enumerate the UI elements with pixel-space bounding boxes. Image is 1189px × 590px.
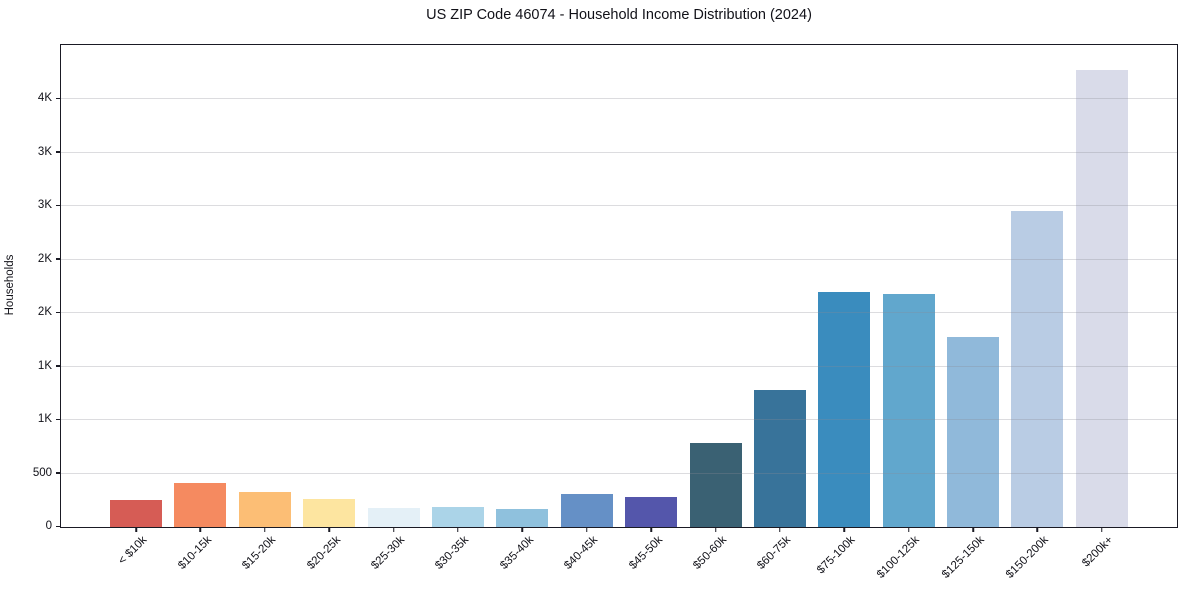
y-tick-label: 3K (37, 199, 52, 212)
x-tick-label: $10-15k (176, 534, 214, 572)
y-tick-mark (56, 204, 61, 207)
x-tick-label: $75-100k (815, 534, 858, 577)
y-tick-label: 2K (37, 252, 52, 265)
bar-group: $150-200k (1004, 45, 1064, 581)
x-tick-mark (972, 527, 974, 532)
y-tick-label: 2K (37, 306, 52, 319)
x-tick-mark (650, 527, 652, 532)
y-tick-label: 500 (32, 466, 52, 479)
x-tick-label: $100-125k (875, 534, 923, 581)
x-tick-mark (907, 527, 910, 532)
bar (1011, 210, 1064, 527)
x-tick-mark (392, 527, 395, 532)
y-tick-mark (56, 258, 61, 260)
bar-group: $20-25k (303, 45, 356, 572)
bar-group: $50-60k (689, 45, 742, 572)
x-tick-label: $125-150k (939, 534, 987, 581)
bar-group: $15-20k (238, 45, 291, 572)
x-tick-mark (585, 527, 588, 532)
bar-group: $10-15k (174, 45, 227, 572)
x-tick-label: < $10k (116, 534, 150, 568)
x-tick-label: $15-20k (240, 534, 279, 572)
bar (431, 507, 484, 527)
bar-group: $60-75k (753, 45, 806, 572)
x-tick-mark (779, 527, 781, 532)
bar-group: $125-150k (940, 45, 1000, 581)
x-tick-mark (1101, 527, 1103, 532)
x-tick-label: $45-50k (626, 534, 665, 572)
bar (625, 497, 678, 527)
x-tick-label: $200k+ (1079, 534, 1116, 570)
y-tick-mark (56, 525, 61, 527)
y-tick-label: 3K (37, 145, 52, 158)
bar (753, 390, 806, 527)
bar (303, 499, 356, 527)
x-tick-mark (1036, 527, 1039, 532)
y-tick-mark (56, 365, 61, 367)
bars-container: < $10k $10-15k $15-20k $20-25k $25-30k $30-35… (61, 45, 1177, 581)
plot-area: < $10k $10-15k $15-20k $20-25k $25-30k $30-35… (33, 44, 1178, 581)
x-tick-mark (843, 527, 846, 532)
y-tick-label: 0 (45, 520, 52, 532)
y-tick-mark (56, 311, 61, 314)
chart-title: US ZIP Code 46074 - Household Income Dis… (426, 7, 812, 23)
bar-group: $30-35k (431, 45, 484, 572)
y-tick-label: 4K (37, 92, 52, 105)
y-tick-mark (56, 97, 61, 100)
y-axis-label: Households (4, 254, 16, 316)
x-tick-label: $30-35k (433, 534, 472, 572)
bar (689, 442, 742, 527)
bar-group: $40-45k (560, 45, 613, 572)
x-tick-label: $40-45k (562, 534, 601, 572)
bar (947, 337, 1000, 527)
x-tick-label: $35-40k (497, 534, 536, 572)
y-tick-label: 1K (37, 413, 52, 426)
bar-group: $100-125k (875, 45, 935, 581)
x-tick-mark (521, 527, 524, 532)
x-tick-label: $150-200k (1004, 534, 1051, 581)
x-tick-label: $25-30k (369, 534, 408, 572)
bar (818, 291, 871, 527)
x-tick-label: $20-25k (304, 534, 343, 572)
bar (238, 492, 291, 527)
bar-group: $25-30k (367, 45, 420, 572)
bar (882, 293, 935, 527)
x-tick-label: $60-75k (755, 534, 794, 572)
bar (560, 494, 613, 527)
bar (1075, 69, 1128, 527)
y-tick-mark (56, 472, 61, 474)
x-tick-mark (135, 527, 137, 532)
bar-group: < $10k (110, 45, 162, 567)
bar (110, 500, 162, 527)
bar (367, 508, 420, 527)
x-tick-mark (264, 527, 266, 532)
y-tick-mark (56, 418, 61, 421)
bar (496, 509, 549, 527)
bar (174, 483, 227, 527)
y-tick-mark (56, 151, 61, 153)
bar-group: $75-100k (815, 45, 871, 576)
bar-group: $45-50k (625, 45, 678, 572)
x-tick-mark (714, 527, 717, 532)
x-tick-mark (328, 527, 330, 532)
bar-group: $35-40k (496, 45, 549, 572)
y-tick-label: 1K (37, 359, 52, 372)
x-tick-mark (457, 527, 459, 532)
bar-group: $200k+ (1075, 45, 1128, 569)
x-tick-mark (199, 527, 202, 532)
x-tick-label: $50-60k (691, 534, 730, 572)
